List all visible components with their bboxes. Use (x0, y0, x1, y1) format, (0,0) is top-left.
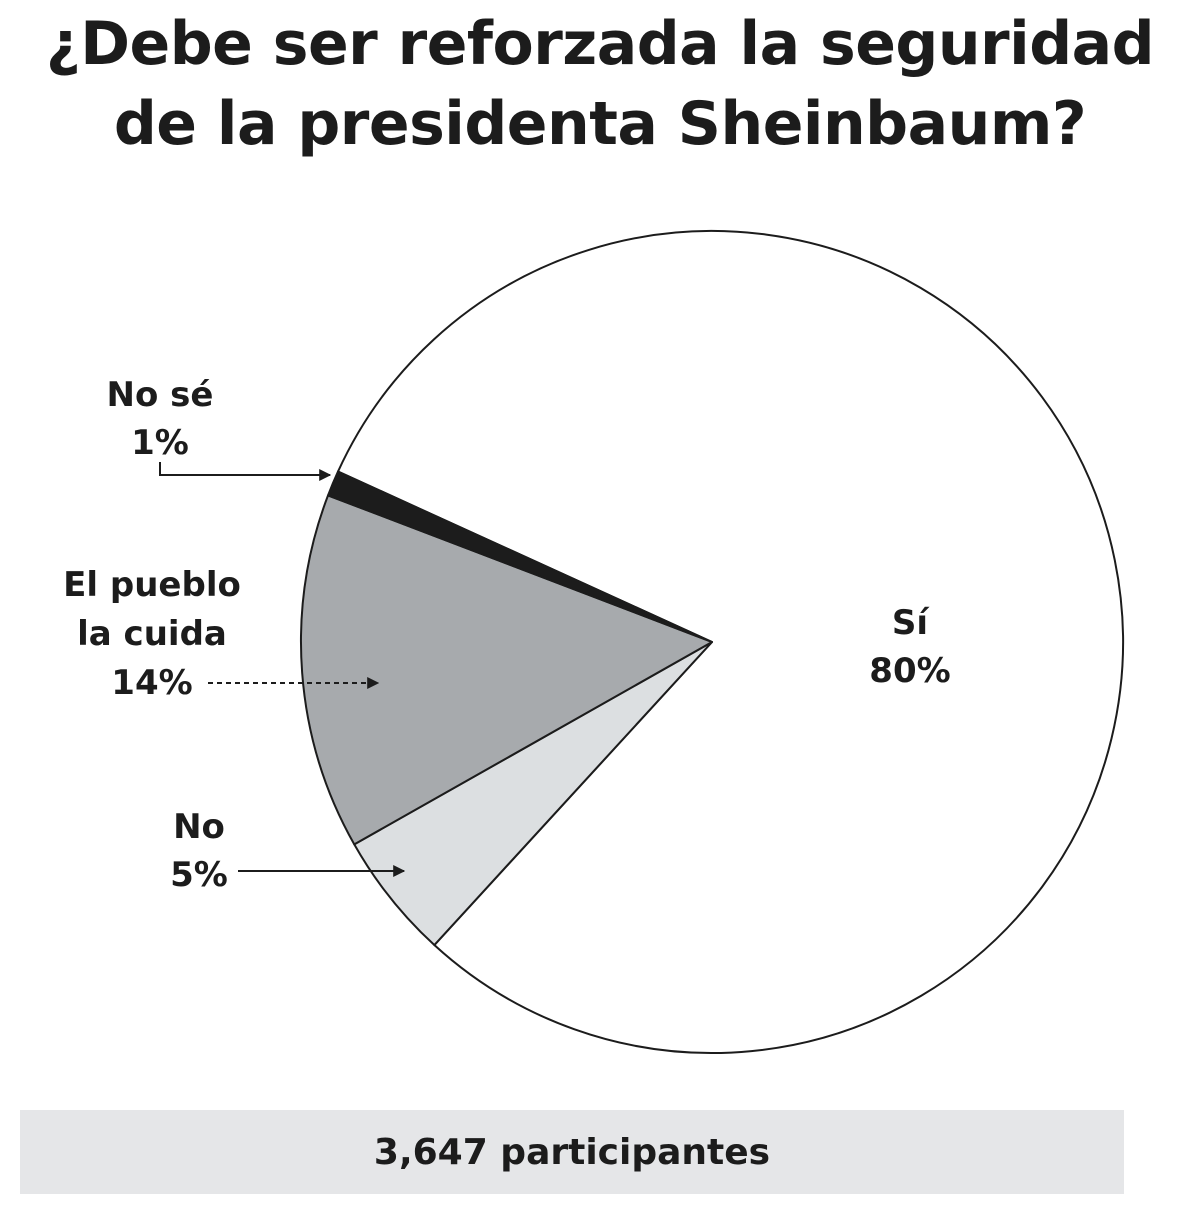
pie-slices (300, 230, 1124, 1054)
pie-slice-sí (337, 230, 1124, 1054)
slice-label-no: No (173, 807, 225, 847)
slice-label-pueblo-line-2: la cuida (77, 614, 227, 654)
chart-title-line-1: ¿Debe ser reforzada la seguridad (45, 9, 1155, 79)
slice-label-pueblo-line-1: El pueblo (63, 565, 241, 605)
participants-count: 3,647 participantes (373, 1131, 771, 1173)
pie-slice-no-sé (327, 470, 713, 643)
slice-value-no: 5% (170, 855, 228, 895)
slice-value-si: 80% (869, 651, 950, 691)
slice-label-no-se: No sé (107, 375, 214, 415)
slice-label-si: Sí (892, 603, 930, 643)
participants-footer: 3,647 participantes (20, 1110, 1124, 1194)
slice-value-pueblo: 14% (111, 663, 192, 703)
pie-slice-el-pueblo-la-cuida (300, 494, 713, 846)
chart-title: ¿Debe ser reforzada la seguridad de la p… (0, 4, 1200, 164)
leader-line-no-se (159, 462, 332, 481)
slice-value-no-se: 1% (131, 423, 189, 463)
chart-title-line-2: de la presidenta Sheinbaum? (113, 89, 1087, 159)
pie-chart: Sí 80% No sé 1% El pueblo la cuida 14% N… (63, 230, 1124, 1054)
